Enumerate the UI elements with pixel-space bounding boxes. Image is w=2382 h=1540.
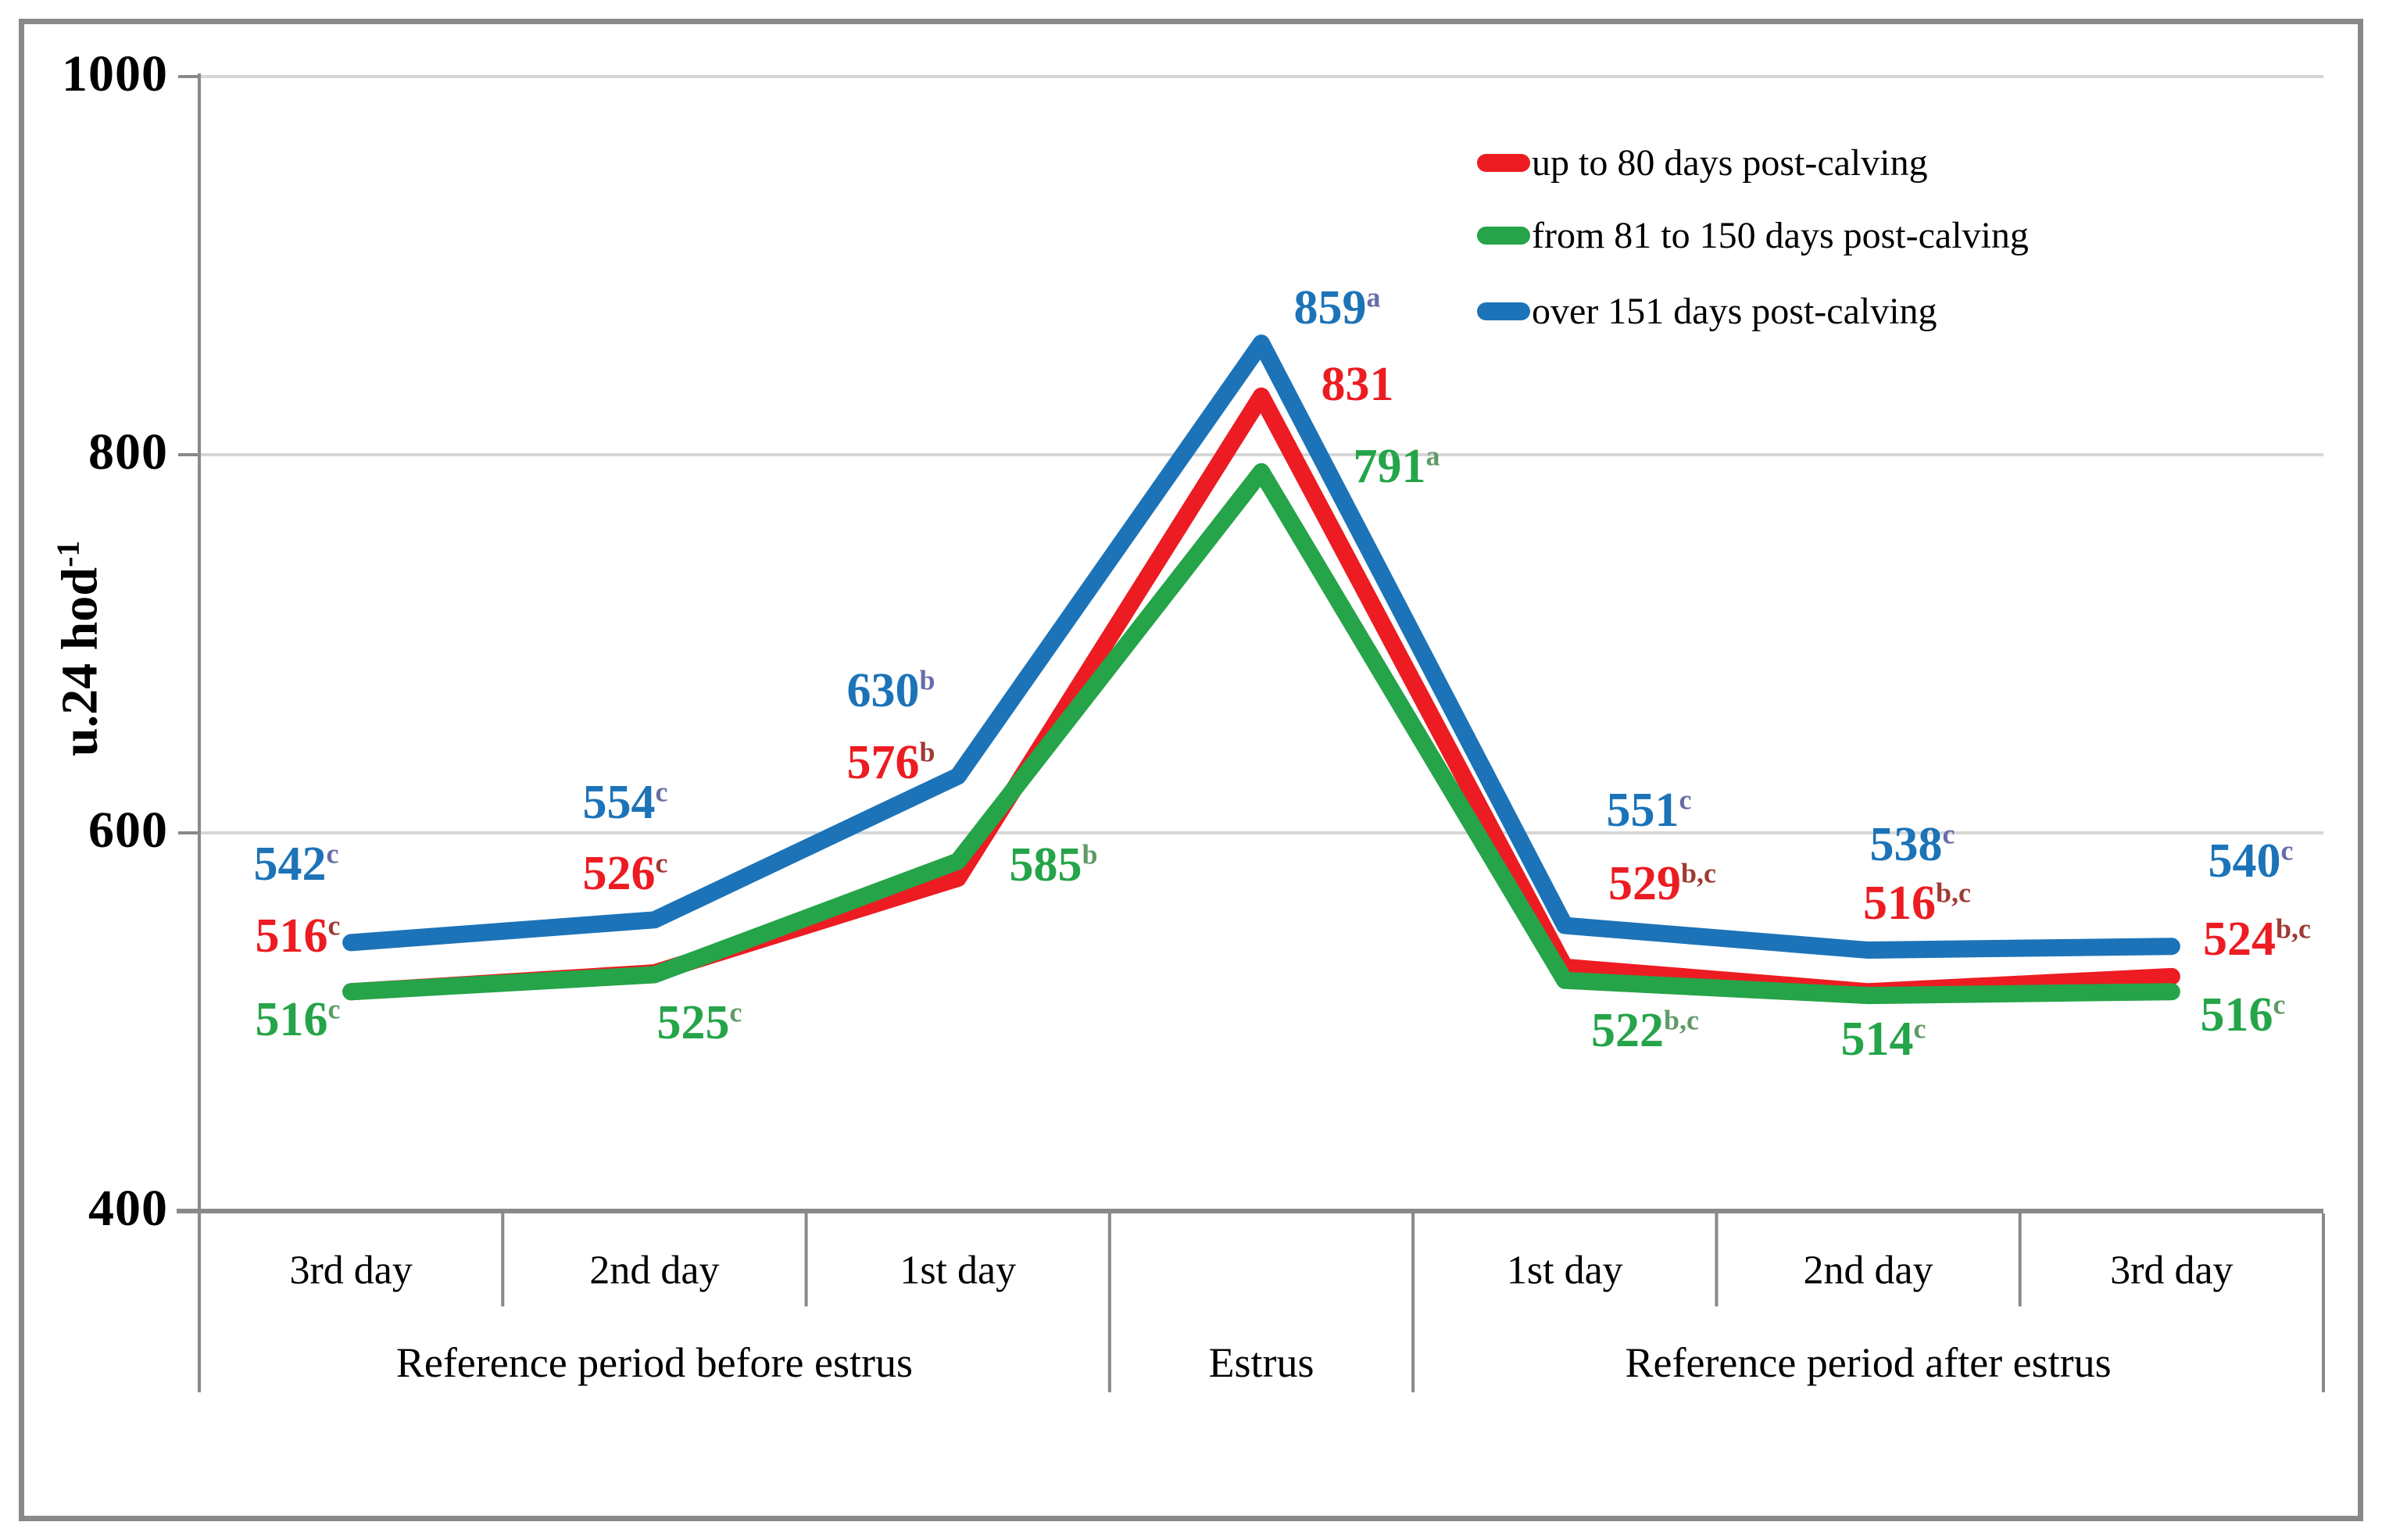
category-group-label-1: Estrus — [1208, 1339, 1314, 1386]
legend-label: from 81 to 150 days post-calving — [1532, 214, 2029, 256]
data-label-series1-point4: 522b,c — [1591, 1006, 1699, 1055]
legend-item-2: over 151 days post-calving — [1477, 288, 1937, 334]
data-label-series1-point1: 525c — [656, 996, 742, 1049]
y-axis-title: u.24 hod-1 — [50, 541, 110, 756]
category-label-2: 1st day — [900, 1248, 1017, 1293]
data-label-value: 585 — [1009, 838, 1082, 891]
y-tick-label-1000: 1000 — [62, 45, 168, 102]
legend-swatch-icon — [1477, 153, 1530, 172]
data-label-value: 630 — [846, 664, 920, 717]
category-label-0: 3rd day — [289, 1248, 413, 1293]
data-label-value: 538 — [1869, 818, 1943, 871]
data-label-series1-point5: 514c — [1840, 1013, 1926, 1066]
y-tick-label-800: 800 — [88, 423, 168, 481]
data-label-significance-superscript: b — [1082, 838, 1098, 870]
data-label-series0-point2: 576b — [847, 738, 935, 787]
category-group-label-0: Reference period before estrus — [395, 1339, 914, 1386]
y-axis-title-superscript: -1 — [50, 540, 86, 567]
data-label-significance-superscript: b — [919, 664, 935, 696]
data-label-series2-point6: 540c — [2208, 834, 2294, 888]
data-label-significance-superscript: b — [919, 736, 935, 768]
data-label-significance-superscript: b,c — [1936, 877, 1971, 909]
data-label-series2-point1: 554c — [582, 776, 668, 829]
data-label-significance-superscript: c — [655, 776, 668, 808]
legend-label: over 151 days post-calving — [1532, 290, 1937, 332]
legend-swatch-icon — [1477, 302, 1530, 320]
y-axis-title-text: u.24 hod — [51, 566, 109, 757]
data-label-value: 529 — [1608, 857, 1682, 910]
data-label-significance-superscript: b,c — [1664, 1004, 1699, 1036]
category-label-1: 2nd day — [589, 1248, 720, 1293]
legend-item-0: up to 80 days post-calving — [1477, 139, 1928, 186]
data-label-value: 516 — [255, 993, 328, 1046]
data-label-significance-superscript: c — [2280, 834, 2294, 866]
data-label-significance-superscript: b,c — [1681, 857, 1716, 889]
category-label-6: 3rd day — [2110, 1248, 2234, 1293]
data-label-series2-point2: 630b — [847, 666, 935, 715]
data-label-value: 576 — [846, 736, 920, 789]
data-label-value: 516 — [2200, 988, 2273, 1042]
data-label-value: 524 — [2203, 913, 2276, 966]
data-label-significance-superscript: b,c — [2276, 913, 2311, 945]
data-label-series0-point0: 516c — [255, 909, 341, 963]
y-tick-label-400: 400 — [88, 1179, 168, 1237]
data-label-series2-point4: 551c — [1606, 784, 1692, 837]
data-label-series1-point2: 585b — [1009, 838, 1098, 891]
data-label-significance-superscript: c — [1942, 818, 1955, 850]
data-label-value: 542 — [253, 838, 327, 891]
data-label-series2-point3: 859a — [1293, 281, 1381, 334]
data-label-significance-superscript: c — [1913, 1013, 1926, 1045]
data-label-series1-point0: 516c — [256, 995, 341, 1044]
data-label-series0-point6: 524b,c — [2203, 913, 2311, 966]
data-label-significance-superscript: c — [1679, 784, 1692, 816]
data-label-significance-superscript: a — [1425, 440, 1440, 472]
data-label-value: 551 — [1606, 784, 1679, 837]
data-label-significance-superscript: c — [2273, 988, 2286, 1020]
category-label-4: 1st day — [1506, 1248, 1623, 1293]
data-label-series0-point3: 831 — [1322, 360, 1394, 409]
data-label-value: 514 — [1840, 1013, 1914, 1066]
data-label-value: 791 — [1353, 440, 1426, 493]
data-label-series0-point4: 529b,c — [1608, 859, 1716, 908]
data-label-value: 516 — [1863, 877, 1937, 930]
legend-swatch-icon — [1477, 226, 1530, 245]
data-label-value: 516 — [255, 909, 328, 963]
data-label-series0-point5: 516b,c — [1863, 877, 1971, 930]
data-label-value: 859 — [1293, 281, 1367, 334]
data-label-series0-point1: 526c — [583, 849, 668, 898]
data-label-value: 540 — [2208, 834, 2281, 888]
y-tick-label-600: 600 — [88, 801, 168, 859]
data-label-value: 831 — [1321, 358, 1394, 411]
data-label-value: 526 — [582, 847, 656, 900]
data-label-value: 525 — [656, 996, 730, 1049]
data-label-series2-point0: 542c — [253, 838, 339, 891]
category-label-5: 2nd day — [1803, 1248, 1933, 1293]
data-label-series1-point6: 516c — [2200, 988, 2286, 1042]
data-label-series2-point5: 538c — [1870, 820, 1955, 869]
data-label-value: 522 — [1591, 1004, 1665, 1057]
data-label-series1-point3: 791a — [1353, 440, 1440, 493]
category-group-label-2: Reference period after estrus — [1625, 1339, 2112, 1386]
data-label-significance-superscript: c — [327, 909, 341, 942]
legend-item-1: from 81 to 150 days post-calving — [1477, 212, 2029, 259]
series-line-2 — [342, 334, 2180, 959]
data-label-significance-superscript: c — [327, 993, 341, 1025]
data-label-significance-superscript: c — [326, 838, 339, 870]
legend-label: up to 80 days post-calving — [1532, 141, 1928, 184]
data-label-significance-superscript: c — [655, 847, 668, 879]
data-label-significance-superscript: a — [1366, 281, 1381, 313]
data-label-value: 554 — [582, 776, 656, 829]
data-label-significance-superscript: c — [729, 996, 742, 1028]
series-line-1 — [342, 463, 2180, 1005]
